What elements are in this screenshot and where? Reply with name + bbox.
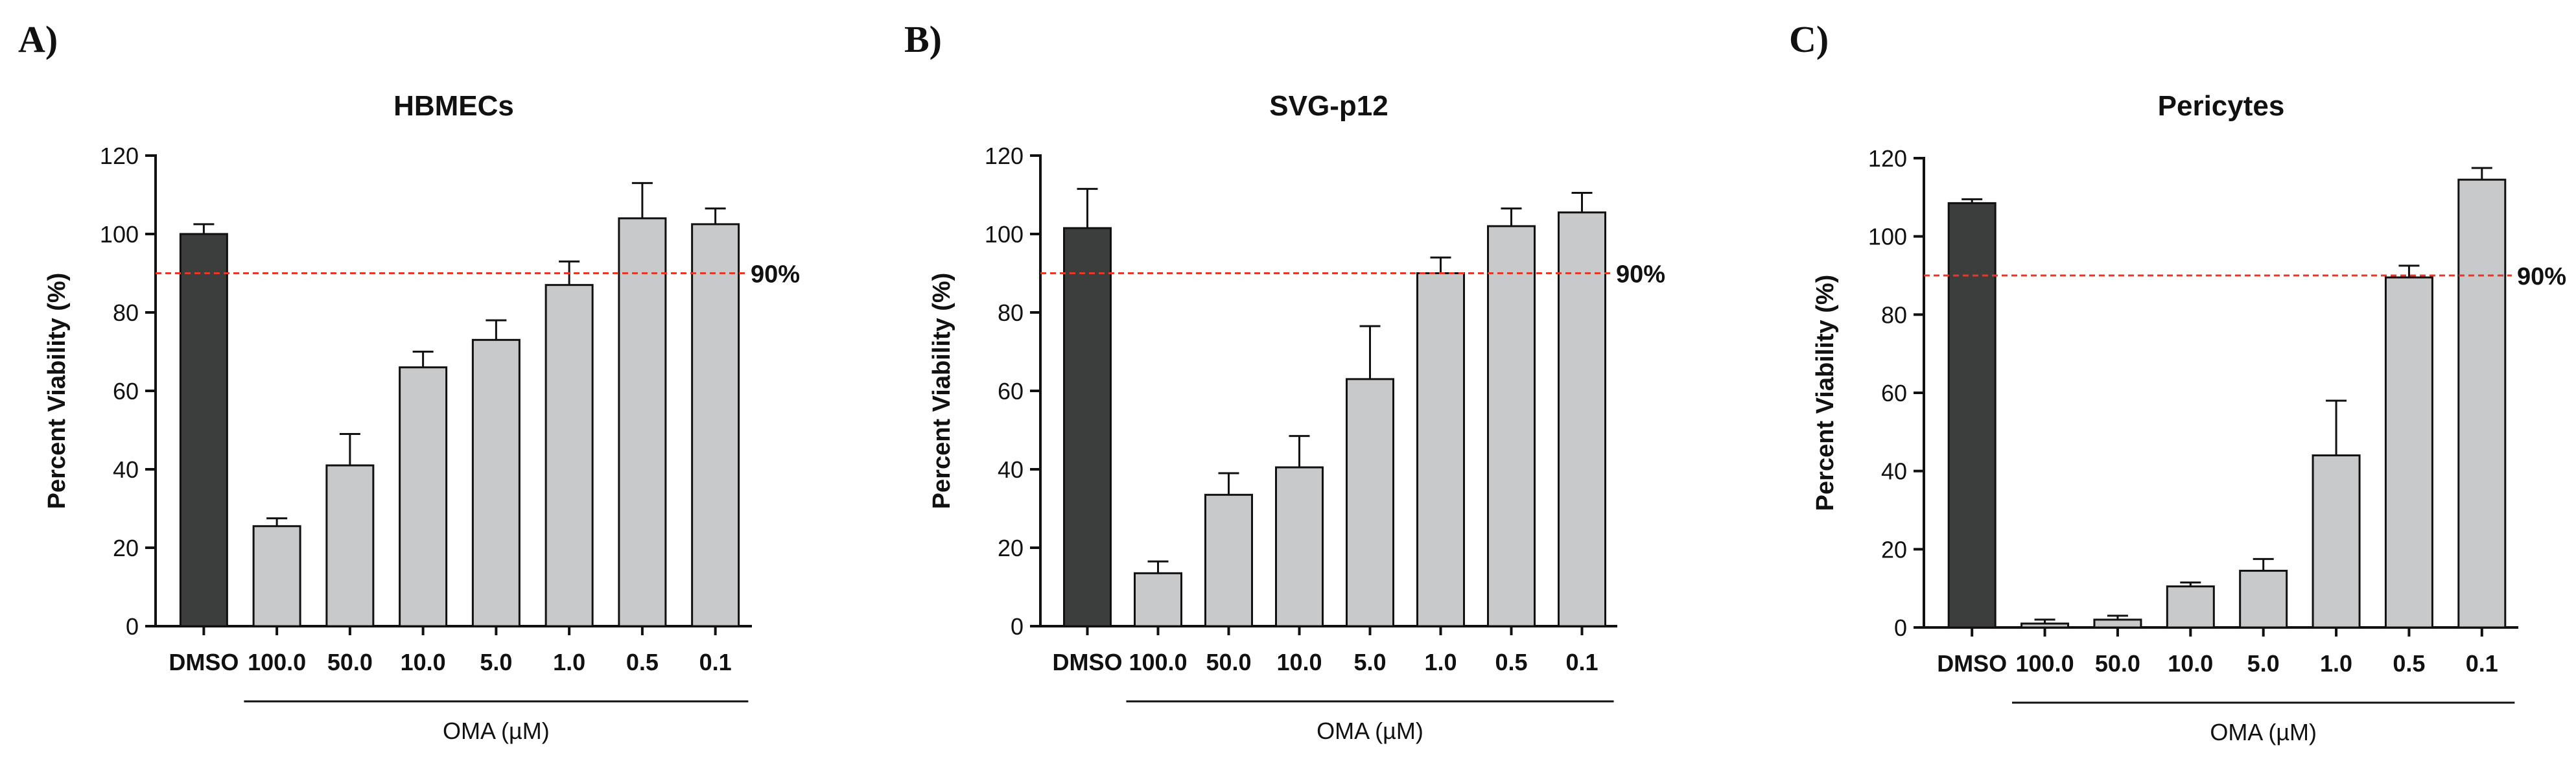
y-tick-label: 80	[1881, 301, 1907, 328]
bar-10.0	[399, 366, 448, 627]
x-tick-label: 5.0	[2247, 650, 2280, 677]
panel-label: C)	[1789, 18, 1829, 60]
group-label: OMA (µM)	[1317, 718, 1423, 744]
chart-title: HBMECs	[393, 90, 514, 122]
chart-title: SVG-p12	[1269, 90, 1388, 122]
x-tick-label: 10.0	[2168, 650, 2213, 677]
chart-panel-2: B) SVG-p12 Percent Viability (%) 0 20 40 60 80 1…	[904, 18, 1665, 744]
x-tick-label: 100.0	[1129, 649, 1187, 675]
bar-DMSO	[1063, 227, 1112, 627]
x-tick-label: 0.5	[626, 649, 659, 675]
x-tick-label: 0.5	[2393, 650, 2425, 677]
x-tick-label: 50.0	[327, 649, 373, 675]
bar-5.0	[2239, 570, 2288, 629]
x-tick-label: 5.0	[1353, 649, 1386, 675]
x-tick-label: 0.1	[1565, 649, 1598, 675]
y-tick-label: 60	[113, 378, 139, 404]
y-tick-label: 100	[985, 221, 1024, 248]
y-tick-label: 60	[998, 378, 1024, 404]
bar-0.5	[1487, 225, 1536, 627]
bar-DMSO	[1947, 202, 1996, 629]
x-tick-label: DMSO	[1053, 649, 1123, 675]
bar-100.0	[1134, 572, 1182, 627]
panel-label: B)	[904, 18, 942, 60]
x-tick-label: 1.0	[2320, 650, 2352, 677]
bar-5.0	[471, 338, 521, 627]
x-tick-label: 100.0	[2016, 650, 2074, 677]
x-tick-label: 1.0	[1424, 649, 1457, 675]
threshold-label: 90%	[2517, 263, 2566, 290]
bar-DMSO	[179, 233, 228, 627]
y-tick-label: 0	[1894, 615, 1907, 641]
chart-title: Pericytes	[2158, 90, 2285, 122]
y-tick-label: 120	[985, 143, 1024, 169]
y-tick-label: 40	[1881, 458, 1907, 485]
x-tick-label: 0.1	[2466, 650, 2498, 677]
y-tick-label: 0	[1011, 613, 1024, 640]
threshold-label: 90%	[1616, 261, 1665, 288]
y-tick-label: 120	[100, 143, 139, 169]
x-tick-label: 10.0	[401, 649, 446, 675]
group-label: OMA (µM)	[443, 718, 550, 744]
y-tick-label: 20	[998, 535, 1024, 561]
bar-1.0	[2312, 454, 2361, 629]
y-tick-label: 80	[113, 299, 139, 326]
bar-1.0	[1416, 272, 1465, 627]
y-axis-label: Percent Viability (%)	[928, 273, 955, 509]
x-tick-label: DMSO	[169, 649, 239, 675]
panel-label: A)	[18, 18, 58, 60]
y-tick-label: 100	[1868, 224, 1907, 250]
bar-0.1	[691, 223, 740, 627]
y-tick-label: 80	[998, 299, 1024, 326]
bar-50.0	[325, 464, 375, 627]
y-tick-label: 100	[100, 221, 139, 248]
y-tick-label: 40	[113, 456, 139, 483]
chart-panel-3: C) Pericytes Percent Viability (%) 0 20 40 60 8…	[1789, 18, 2566, 745]
y-tick-label: 120	[1868, 145, 1907, 172]
x-tick-label: DMSO	[1937, 650, 2007, 677]
y-tick-label: 0	[126, 613, 139, 640]
bar-50.0	[2093, 618, 2142, 629]
bar-1.0	[544, 284, 594, 627]
x-tick-label: 50.0	[2095, 650, 2140, 677]
bar-0.5	[618, 217, 667, 627]
bar-10.0	[2166, 585, 2215, 629]
y-tick-label: 40	[998, 456, 1024, 483]
threshold-label: 90%	[751, 261, 800, 288]
x-tick-label: 1.0	[553, 649, 585, 675]
y-tick-label: 20	[1881, 536, 1907, 563]
bar-50.0	[1204, 493, 1253, 627]
y-tick-label: 60	[1881, 380, 1907, 406]
bar-10.0	[1275, 466, 1324, 627]
bar-100.0	[2020, 622, 2070, 629]
bar-0.1	[1558, 211, 1606, 627]
x-tick-label: 10.0	[1276, 649, 1322, 675]
group-label: OMA (µM)	[2210, 719, 2317, 745]
x-tick-label: 0.5	[1495, 649, 1527, 675]
x-tick-label: 50.0	[1206, 649, 1251, 675]
bar-0.5	[2384, 276, 2433, 629]
y-tick-label: 20	[113, 535, 139, 561]
x-tick-label: 5.0	[480, 649, 512, 675]
bar-100.0	[252, 525, 301, 627]
chart-panel-1: A) HBMECs Percent Viability (%) 0 20 40 60 80 10…	[18, 18, 800, 744]
y-axis-label: Percent Viability (%)	[1812, 275, 1839, 511]
bar-5.0	[1346, 378, 1394, 627]
x-tick-label: 100.0	[248, 649, 306, 675]
y-axis-label: Percent Viability (%)	[43, 273, 71, 509]
x-tick-label: 0.1	[699, 649, 732, 675]
bar-0.1	[2457, 178, 2507, 629]
